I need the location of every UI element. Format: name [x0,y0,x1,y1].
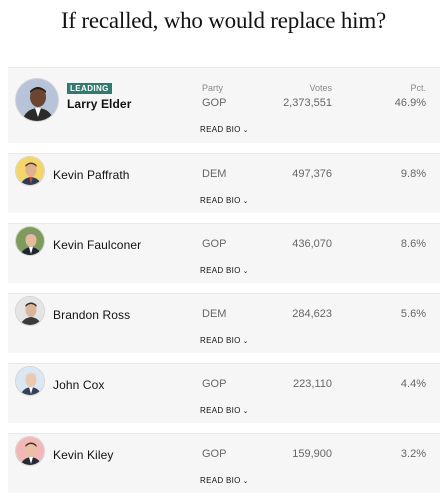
leading-badge: LEADING [67,83,112,94]
candidate-party: GOP [202,238,227,250]
pct-column-header: Pct. [410,83,426,93]
candidate-pct: 4.4% [400,378,426,390]
chevron-down-icon: ⌄ [242,478,249,485]
read-bio-button[interactable]: READ BIO ⌄ [200,406,249,415]
candidate-pct: 5.6% [400,308,426,320]
chevron-down-icon: ⌄ [242,198,249,205]
candidate-avatar [15,78,59,122]
chevron-down-icon: ⌄ [242,408,249,415]
read-bio-button[interactable]: READ BIO ⌄ [200,336,249,345]
candidate-votes: 497,376 [292,168,332,180]
person-icon [16,297,44,325]
person-icon [16,157,44,185]
party-column-header: Party [202,83,224,93]
chevron-down-icon: ⌄ [242,268,249,275]
candidate-name: Kevin Paffrath [53,168,130,182]
candidate-avatar [15,296,45,326]
candidate-name: Larry Elder [67,97,132,111]
person-icon [16,227,44,255]
candidate-votes: 159,900 [292,448,332,460]
candidate-party: DEM [202,308,227,320]
candidate-votes: 436,070 [292,238,332,250]
candidate-card: Kevin Faulconer GOP 436,070 8.6% READ BI… [8,223,440,283]
candidate-pct: 3.2% [400,448,426,460]
candidate-card: John Cox GOP 223,110 4.4% READ BIO ⌄ [8,363,440,423]
candidate-card: Brandon Ross DEM 284,623 5.6% READ BIO ⌄ [8,293,440,353]
read-bio-button[interactable]: READ BIO ⌄ [200,125,249,134]
candidate-votes: 223,110 [293,378,332,390]
candidate-avatar [15,226,45,256]
person-icon [16,79,58,121]
candidate-avatar [15,436,45,466]
candidate-card: Kevin Kiley GOP 159,900 3.2% READ BIO ⌄ [8,433,440,493]
candidate-name: John Cox [53,378,105,392]
chevron-down-icon: ⌄ [242,338,249,345]
candidate-party: GOP [202,448,227,460]
candidate-name: Kevin Kiley [53,448,114,462]
candidate-pct: 46.9% [394,97,426,109]
page-title: If recalled, who would replace him? [60,8,387,33]
read-bio-button[interactable]: READ BIO ⌄ [200,266,249,275]
candidate-card: Kevin Paffrath DEM 497,376 9.8% READ BIO… [8,153,440,213]
candidate-card-leading: LEADING Larry Elder Party Votes Pct. GOP… [8,67,440,143]
candidate-name: Brandon Ross [53,308,131,322]
read-bio-button[interactable]: READ BIO ⌄ [200,196,249,205]
person-icon [16,367,44,395]
candidate-party: GOP [202,378,227,390]
candidate-party: GOP [202,97,227,109]
votes-column-header: Votes [309,83,332,93]
candidate-pct: 9.8% [400,168,426,180]
candidate-avatar [15,366,45,396]
candidate-pct: 8.6% [400,238,426,250]
candidate-votes: 284,623 [292,308,332,320]
candidate-party: DEM [202,168,227,180]
candidate-name: Kevin Faulconer [53,238,142,252]
person-icon [16,437,44,465]
read-bio-button[interactable]: READ BIO ⌄ [200,476,249,485]
candidate-avatar [15,156,45,186]
candidate-votes: 2,373,551 [283,97,332,109]
chevron-down-icon: ⌄ [242,127,249,134]
